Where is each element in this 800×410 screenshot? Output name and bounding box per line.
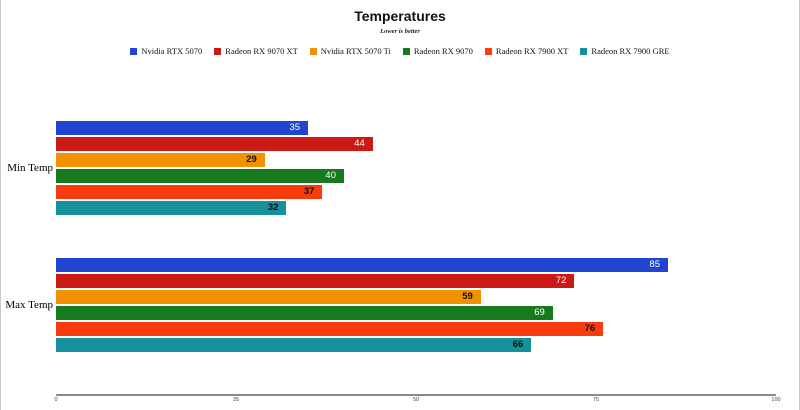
x-tick-label: 0 — [54, 397, 58, 403]
bar-row: 59 — [56, 290, 776, 304]
bar-min-temp-radeon-rx-9070: 40 — [56, 169, 344, 183]
bar-min-temp-radeon-rx-7900-gre: 32 — [56, 201, 287, 215]
x-tick-label: 25 — [232, 397, 240, 403]
category-label-min-temp: Min Temp — [7, 162, 53, 174]
bar-row: 85 — [56, 258, 776, 272]
x-tick-label: 50 — [412, 397, 420, 403]
bar-max-temp-radeon-rx-7900-xt: 76 — [56, 322, 604, 336]
bar-max-temp-nvidia-rtx-5070: 85 — [56, 258, 668, 272]
bar-row: 69 — [56, 306, 776, 320]
bar-row: 66 — [56, 338, 776, 352]
chart-title: Temperatures — [354, 8, 446, 24]
bar-min-temp-radeon-rx-7900-xt: 37 — [56, 185, 323, 199]
bar-row: 37 — [56, 185, 776, 199]
bar-value-label: 69 — [534, 307, 545, 319]
legend-swatch-icon — [214, 47, 222, 55]
legend-label: Radeon RX 9070 XT — [225, 46, 298, 56]
bar-value-label: 85 — [649, 259, 660, 271]
legend-label: Nvidia RTX 5070 Ti — [320, 46, 391, 56]
legend-swatch-icon — [309, 47, 317, 55]
bar-group-max-temp: 85 72 59 69 76 66 — [56, 258, 776, 352]
bar-value-label: 37 — [303, 186, 315, 198]
bar-value-label: 44 — [354, 138, 365, 150]
category-label-max-temp: Max Temp — [5, 299, 53, 311]
bar-row: 35 — [56, 121, 776, 135]
bar-row: 44 — [56, 137, 776, 151]
legend-swatch-icon — [484, 47, 492, 55]
bar-min-temp-nvidia-rtx-5070: 35 — [56, 121, 308, 135]
legend-item-radeon-rx-7900-xt: Radeon RX 7900 XT — [484, 46, 569, 56]
bar-row: 72 — [56, 274, 776, 288]
bar-row: 32 — [56, 201, 776, 215]
legend-label: Radeon RX 7900 GRE — [591, 46, 670, 56]
bar-value-label: 72 — [555, 275, 567, 287]
bar-min-temp-radeon-rx-9070-xt: 44 — [56, 137, 373, 151]
x-axis-line — [56, 394, 776, 396]
bar-value-label: 66 — [512, 339, 524, 351]
legend-swatch-icon — [580, 47, 588, 55]
x-tick-label: 100 — [771, 397, 781, 403]
bar-max-temp-radeon-rx-9070-xt: 72 — [56, 274, 575, 288]
bar-value-label: 76 — [584, 323, 596, 335]
legend-item-radeon-rx-9070-xt: Radeon RX 9070 XT — [214, 46, 298, 56]
chart-legend: Nvidia RTX 5070 Radeon RX 9070 XT Nvidia R… — [1, 46, 799, 56]
bar-row: 76 — [56, 322, 776, 336]
bar-value-label: 40 — [325, 170, 336, 182]
bar-row: 40 — [56, 169, 776, 183]
bar-value-label: 29 — [246, 154, 257, 166]
chart-subtitle: Lower is better — [380, 28, 420, 35]
legend-swatch-icon — [402, 47, 410, 55]
bar-max-temp-radeon-rx-7900-gre: 66 — [56, 338, 532, 352]
legend-label: Nvidia RTX 5070 — [141, 46, 203, 56]
legend-item-radeon-rx-7900-gre: Radeon RX 7900 GRE — [580, 46, 670, 56]
bar-min-temp-nvidia-rtx-5070-ti: 29 — [56, 153, 265, 167]
bar-row: 29 — [56, 153, 776, 167]
legend-label: Radeon RX 9070 — [413, 46, 473, 56]
x-tick-label: 75 — [592, 397, 600, 403]
legend-swatch-icon — [130, 47, 138, 55]
bar-value-label: 32 — [267, 202, 279, 214]
legend-item-nvidia-rtx-5070-ti: Nvidia RTX 5070 Ti — [309, 46, 391, 56]
bar-group-min-temp: 35 44 29 40 37 32 — [56, 121, 776, 215]
bar-max-temp-nvidia-rtx-5070-ti: 59 — [56, 290, 481, 304]
legend-label: Radeon RX 7900 XT — [495, 46, 569, 56]
bar-max-temp-radeon-rx-9070: 69 — [56, 306, 553, 320]
bar-value-label: 59 — [462, 291, 473, 303]
bar-value-label: 35 — [289, 122, 300, 134]
legend-item-radeon-rx-9070: Radeon RX 9070 — [402, 46, 473, 56]
legend-item-nvidia-rtx-5070: Nvidia RTX 5070 — [130, 46, 202, 56]
